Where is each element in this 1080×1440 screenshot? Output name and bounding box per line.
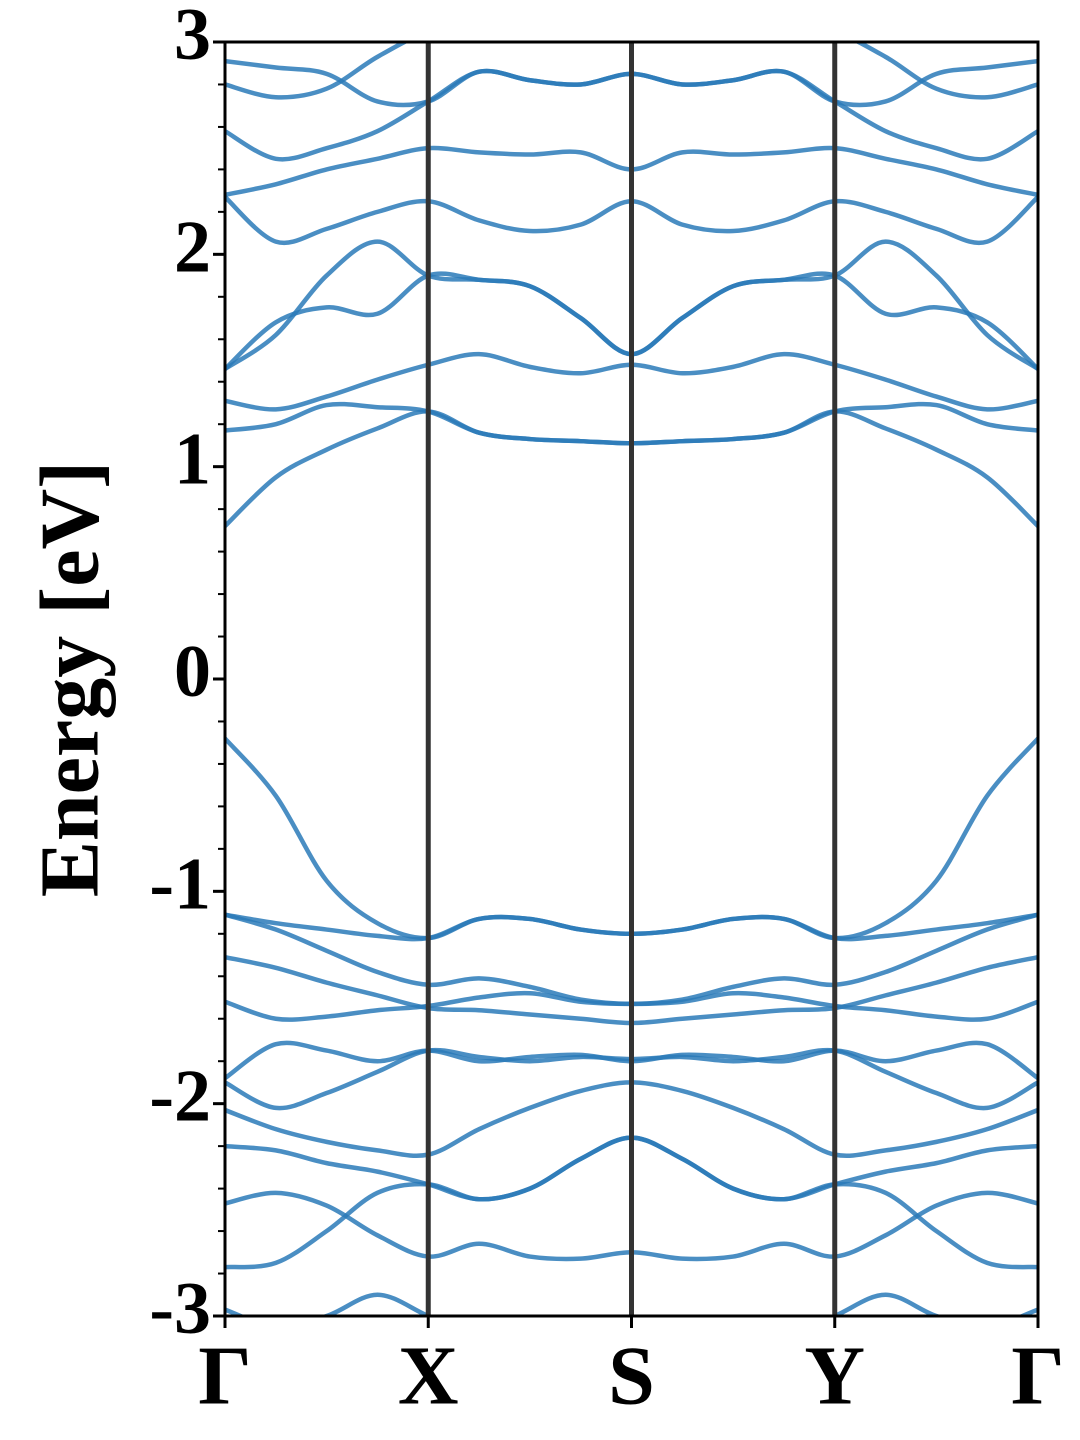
x-tick-label: Y: [804, 1329, 865, 1422]
y-tick-label: -2: [149, 1056, 211, 1138]
plot-frame: [223, 40, 1040, 1318]
x-tick-label: Γ: [1011, 1329, 1064, 1422]
y-tick-label: -1: [149, 843, 211, 925]
x-tick-label: Γ: [198, 1329, 251, 1422]
band-line: [225, 42, 1038, 100]
y-tick-label: 3: [174, 0, 211, 76]
y-tick-label: 0: [174, 631, 211, 713]
y-axis-label: Energy [eV]: [23, 461, 116, 897]
x-tick-label: X: [398, 1329, 459, 1422]
y-tick-label: -3: [149, 1268, 211, 1350]
y-tick-label: 2: [174, 206, 211, 288]
x-tick-label: S: [608, 1329, 655, 1422]
y-tick-label: 1: [174, 419, 211, 501]
band-line: [225, 1292, 1038, 1316]
